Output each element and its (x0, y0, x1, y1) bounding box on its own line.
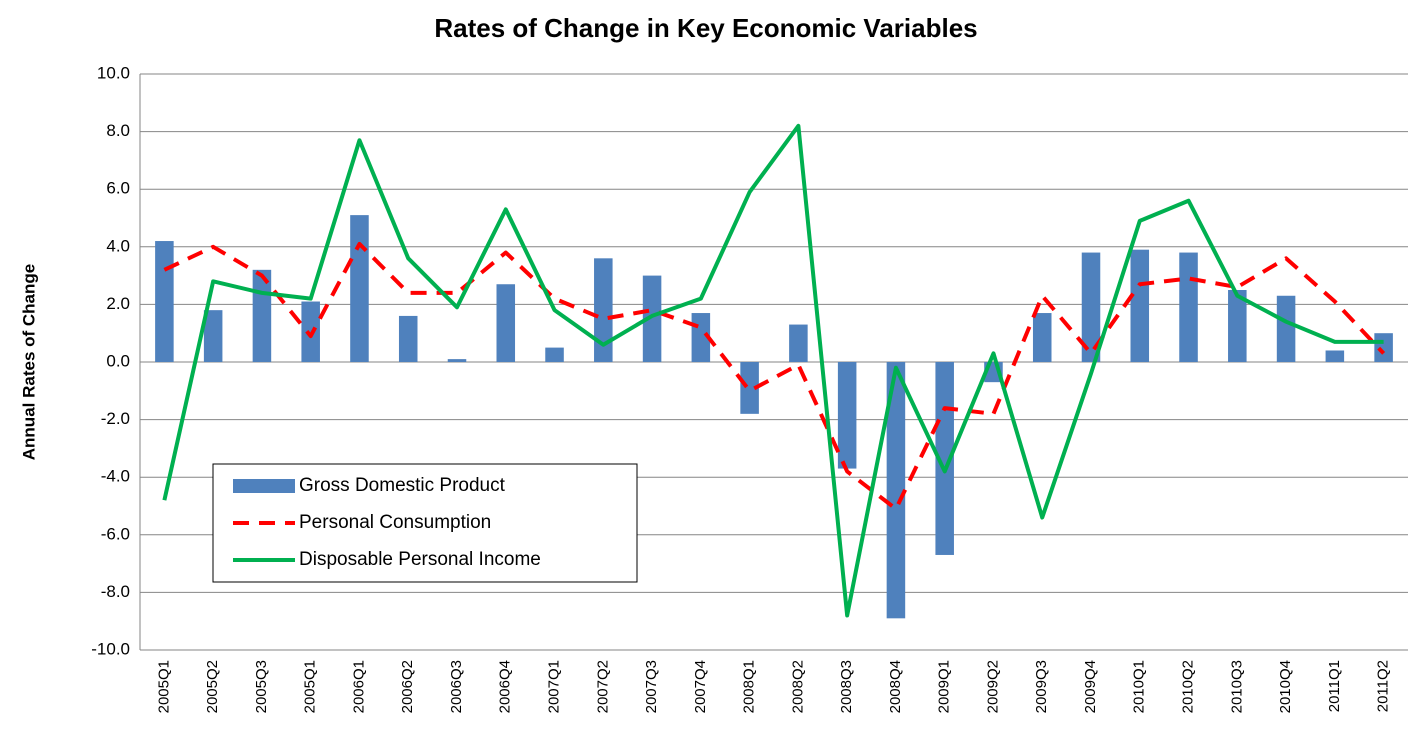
bar (1374, 333, 1393, 362)
x-tick-label: 2005Q1 (155, 660, 172, 713)
y-tick-label: -4.0 (101, 467, 130, 486)
x-tick-label: 2010Q1 (1131, 660, 1148, 713)
bar (1276, 295, 1296, 362)
chart-title: Rates of Change in Key Economic Variable… (434, 13, 977, 43)
y-tick-label: 4.0 (106, 236, 130, 255)
bar (447, 359, 467, 362)
y-tick-label: 0.0 (106, 351, 130, 370)
y-axis-label: Annual Rates of Change (19, 264, 38, 460)
x-tick-label: 2006Q4 (497, 660, 514, 713)
y-tick-label: -6.0 (101, 524, 130, 543)
x-tick-label: 2007Q4 (692, 660, 709, 713)
x-tick-label: 2006Q3 (448, 660, 465, 713)
x-tick-label: 2008Q2 (789, 660, 806, 713)
x-tick-label: 2007Q3 (643, 660, 660, 713)
bar (301, 301, 320, 362)
legend-label: Gross Domestic Product (299, 475, 506, 496)
x-tick-label: 2010Q4 (1277, 660, 1294, 713)
y-tick-label: -2.0 (101, 409, 130, 428)
x-tick-label: 2009Q2 (984, 660, 1001, 713)
y-tick-label: 2.0 (106, 294, 130, 313)
x-tick-label: 2008Q1 (741, 660, 758, 713)
y-tick-label: -8.0 (101, 582, 130, 601)
bar (789, 324, 808, 362)
bar (1081, 252, 1101, 362)
x-tick-label: 2009Q3 (1033, 660, 1050, 713)
legend-swatch (233, 479, 295, 493)
x-tick-label: 2011Q1 (1326, 660, 1343, 712)
bar (155, 241, 174, 362)
bar (203, 310, 223, 362)
x-tick-label: 2007Q2 (594, 660, 611, 713)
y-tick-label: 6.0 (106, 179, 130, 198)
x-tick-label: 2007Q1 (546, 660, 563, 713)
bar (886, 362, 906, 619)
bar (642, 275, 662, 362)
legend-label: Personal Consumption (299, 512, 491, 533)
bar (496, 284, 516, 362)
x-tick-label: 2009Q1 (936, 660, 953, 713)
bar (837, 362, 857, 469)
y-tick-label: -10.0 (91, 639, 130, 658)
x-tick-label: 2006Q1 (350, 660, 367, 713)
bar (350, 215, 369, 362)
x-tick-label: 2005Q3 (253, 660, 270, 713)
bar (594, 258, 613, 362)
bar (1228, 290, 1247, 362)
line (162, 123, 1384, 618)
bar (398, 315, 418, 362)
bar (252, 269, 272, 362)
x-tick-label: 2008Q4 (887, 660, 904, 713)
y-tick-label: 10.0 (97, 63, 130, 82)
x-tick-label: 2008Q3 (838, 660, 855, 713)
x-tick-label: 2010Q3 (1228, 660, 1245, 713)
x-tick-label: 2006Q2 (399, 660, 416, 713)
bar (1032, 313, 1052, 362)
bar (1179, 252, 1198, 362)
bar (1325, 350, 1345, 362)
bar (1130, 249, 1150, 362)
legend-label: Disposable Personal Income (299, 549, 541, 570)
x-tick-label: 2005Q2 (204, 660, 221, 713)
x-tick-label: 2009Q4 (1082, 660, 1099, 713)
x-tick-label: 2011Q2 (1375, 660, 1392, 712)
bar (545, 347, 564, 362)
bar (740, 362, 759, 414)
x-tick-label: 2010Q2 (1180, 660, 1197, 713)
x-tick-label: 2005Q1 (302, 660, 319, 713)
y-tick-label: 8.0 (106, 121, 130, 140)
